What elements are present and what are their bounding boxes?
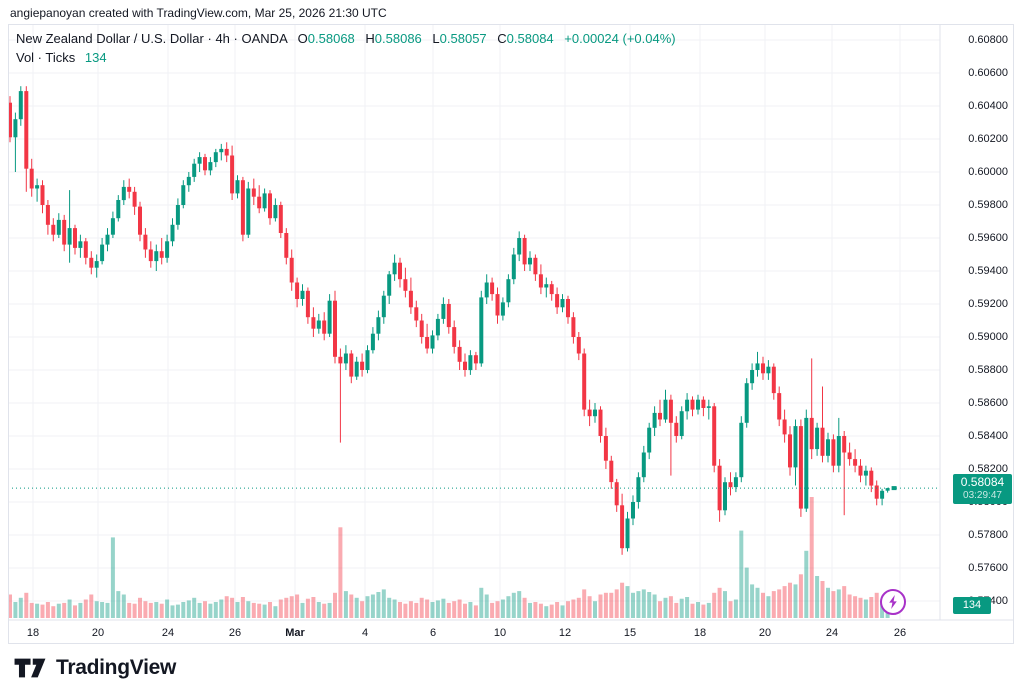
price-axis-label: 0.58200 xyxy=(968,463,1008,475)
volume-indicator-label: Vol · Ticks xyxy=(16,50,76,65)
volume-indicator-value: 134 xyxy=(84,50,107,65)
exchange-label: OANDA xyxy=(241,31,288,46)
high-value: 0.58086 xyxy=(374,31,422,46)
flash-button[interactable] xyxy=(880,589,906,615)
candlestick-chart[interactable] xyxy=(8,24,1014,644)
symbol-title: New Zealand Dollar / U.S. Dollar xyxy=(16,31,204,46)
lightning-bolt-icon xyxy=(889,595,897,609)
price-axis-label: 0.58600 xyxy=(968,397,1008,409)
pane-legend: New Zealand Dollar / U.S. Dollar · 4h · … xyxy=(16,31,676,65)
price-axis-label: 0.58800 xyxy=(968,364,1008,376)
low-value: 0.58057 xyxy=(439,31,487,46)
price-axis-label: 0.59600 xyxy=(968,232,1008,244)
price-axis-label: 0.57800 xyxy=(968,529,1008,541)
separator: · xyxy=(207,31,212,46)
interval-label: 4h xyxy=(215,31,230,46)
price-axis-label: 0.59400 xyxy=(968,265,1008,277)
tradingview-logo-icon xyxy=(14,658,46,678)
time-axis-label: 24 xyxy=(825,627,839,639)
time-axis-label: 20 xyxy=(91,627,105,639)
time-axis-label: 15 xyxy=(623,627,637,639)
volume-value-badge: 134 xyxy=(953,597,991,614)
tradingview-logo[interactable]: TradingView xyxy=(14,656,176,680)
volume-indicator-row: Vol · Ticks 134 xyxy=(16,50,676,65)
price-axis-label: 0.57600 xyxy=(968,562,1008,574)
price-axis-label: 0.60400 xyxy=(968,100,1008,112)
time-axis-label: 12 xyxy=(558,627,572,639)
time-axis-label: 10 xyxy=(493,627,507,639)
symbol-row: New Zealand Dollar / U.S. Dollar · 4h · … xyxy=(16,31,676,46)
open-value: 0.58068 xyxy=(307,31,355,46)
price-axis-label: 0.59200 xyxy=(968,298,1008,310)
price-axis-label: 0.60600 xyxy=(968,67,1008,79)
time-axis-label: 18 xyxy=(693,627,707,639)
price-axis-label: 0.60800 xyxy=(968,34,1008,46)
low-label: L xyxy=(432,31,440,46)
chart-frame xyxy=(8,24,1014,644)
close-value: 0.58084 xyxy=(506,31,554,46)
change-value: +0.00024 (+0.04%) xyxy=(564,31,676,46)
time-axis-label: 26 xyxy=(893,627,907,639)
attribution-text: angiepanoyan created with TradingView.co… xyxy=(10,6,387,20)
separator: · xyxy=(233,31,238,46)
time-axis-label: Mar xyxy=(285,627,305,639)
bar-countdown: 03:29:47 xyxy=(963,490,1002,501)
time-axis-label: 4 xyxy=(361,627,369,639)
time-axis-label: 26 xyxy=(228,627,242,639)
time-axis-label: 6 xyxy=(429,627,437,639)
open-label: O xyxy=(297,31,308,46)
high-label: H xyxy=(365,31,375,46)
price-axis-label: 0.58400 xyxy=(968,430,1008,442)
time-axis-label: 24 xyxy=(161,627,175,639)
price-axis-label: 0.60000 xyxy=(968,166,1008,178)
tradingview-logo-text: TradingView xyxy=(56,656,177,679)
time-axis-label: 20 xyxy=(758,627,772,639)
price-axis-label: 0.59000 xyxy=(968,331,1008,343)
last-price-badge: 0.58084 03:29:47 xyxy=(953,474,1012,504)
price-axis-label: 0.60200 xyxy=(968,133,1008,145)
time-axis-label: 18 xyxy=(26,627,40,639)
close-label: C xyxy=(497,31,507,46)
price-axis-label: 0.59800 xyxy=(968,199,1008,211)
last-price-value: 0.58084 xyxy=(960,475,1005,489)
